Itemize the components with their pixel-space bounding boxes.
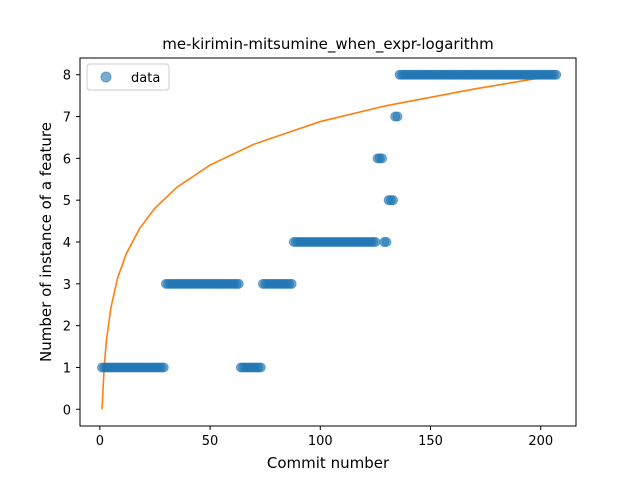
x-axis: 0 50 100 150 200 [96,426,553,449]
y-axis: 0 1 2 3 4 5 6 7 8 [63,69,80,418]
x-tick-label: 200 [528,434,553,449]
y-tick-label: 8 [63,69,71,84]
data-point [551,69,562,80]
y-tick-label: 6 [63,152,71,167]
points-layer [97,69,562,373]
x-tick-label: 50 [202,434,219,449]
data-point [158,362,169,373]
data-point [370,237,381,247]
legend: data [86,63,170,91]
legend-marker [100,71,112,83]
y-tick-label: 3 [63,278,71,293]
x-axis-label: Commit number [267,454,390,472]
y-tick-label: 2 [63,320,71,335]
y-axis-label: Number of instance of a feature [37,122,55,362]
x-tick-label: 150 [418,434,443,449]
plot-area [97,69,562,410]
data-point [377,153,388,164]
data-point [388,195,399,206]
y-tick-label: 7 [63,111,71,126]
data-point [392,111,403,122]
fit-line [101,74,557,410]
data-point [255,362,266,373]
y-tick-label: 1 [63,361,71,376]
legend-label: data [131,71,160,86]
data-point [286,278,297,289]
y-tick-label: 0 [63,403,71,418]
x-tick-label: 0 [96,434,104,449]
legend-box [86,63,170,91]
y-tick-label: 4 [63,236,71,251]
data-point [233,278,244,289]
x-tick-label: 100 [308,434,333,449]
fit-layer [101,74,557,410]
data-point [381,237,392,247]
chart-title: me-kirimin-mitsumine_when_expr-logarithm [162,35,494,54]
y-tick-label: 5 [63,194,71,209]
